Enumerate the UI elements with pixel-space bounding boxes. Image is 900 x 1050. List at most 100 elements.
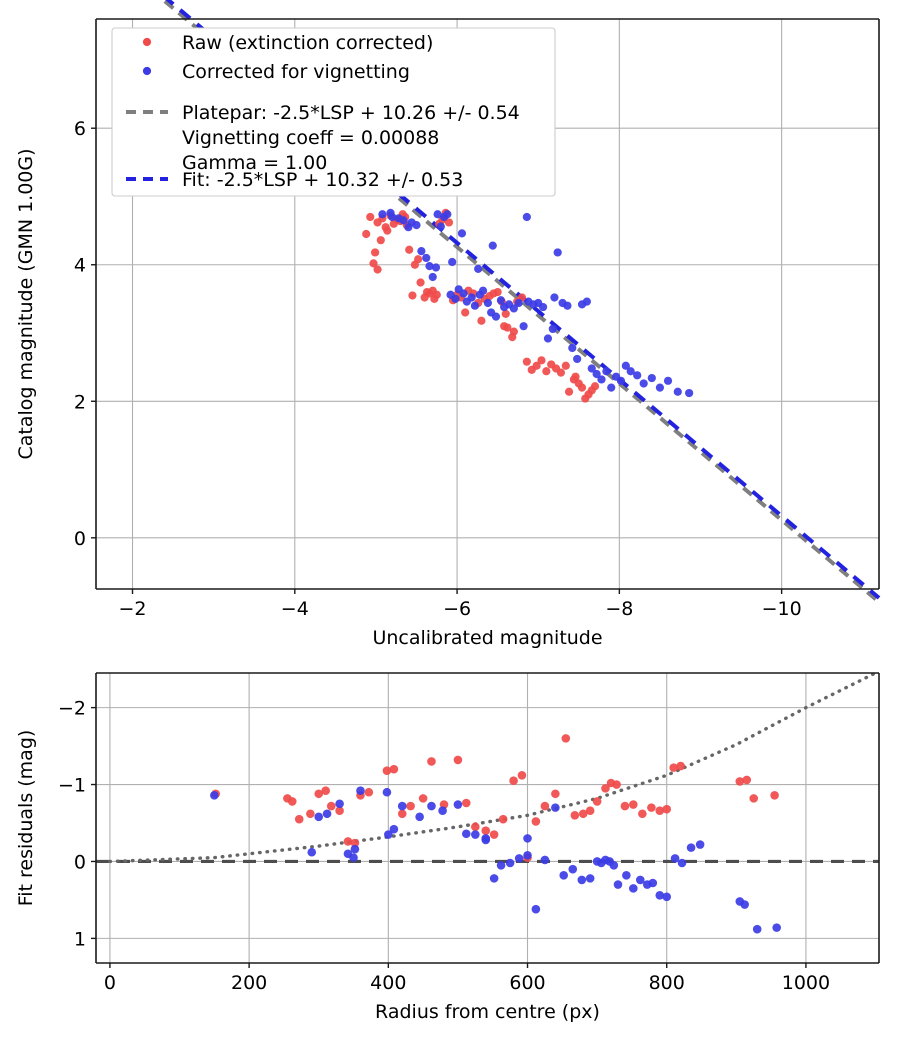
tick-label-x: −4 [281, 598, 309, 620]
data-point [612, 780, 621, 789]
data-point [461, 829, 471, 839]
data-point [431, 263, 441, 272]
data-point [406, 801, 415, 811]
axis-ticks: −2 −4 −6 −8 −10 0 2 4 6 [74, 118, 802, 620]
data-point [321, 786, 330, 795]
tick-label-x: 0 [104, 972, 116, 994]
data-point [543, 334, 553, 343]
data-point [629, 800, 638, 809]
data-point [416, 278, 425, 287]
data-point [531, 817, 541, 826]
data-point [453, 800, 463, 809]
data-point [314, 812, 324, 822]
data-point [382, 766, 392, 775]
data-point [422, 253, 431, 263]
tick-label-y: 0 [74, 528, 86, 550]
y-axis-label: Fit residuals (mag) [15, 730, 37, 907]
legend-label: Platepar: -2.5*LSP + 10.26 +/- 0.54 [182, 102, 520, 124]
data-point [514, 298, 523, 308]
data-point [585, 874, 595, 883]
data-point [471, 822, 480, 832]
data-point [561, 734, 571, 743]
data-point [386, 208, 395, 217]
data-point [366, 212, 375, 222]
data-point [582, 297, 591, 306]
data-point [488, 241, 497, 250]
data-point [428, 272, 437, 282]
data-point [474, 264, 483, 273]
data-point [501, 309, 510, 318]
legend-label: Vignetting coeff = 0.00088 [182, 127, 439, 149]
data-point [306, 809, 315, 819]
data-point [350, 838, 360, 848]
data-point [629, 884, 638, 893]
residual-series-raw [211, 734, 779, 862]
data-point [444, 218, 454, 227]
data-point [335, 799, 344, 809]
data-point [489, 874, 499, 883]
data-point [438, 806, 447, 815]
data-point [453, 755, 463, 765]
data-point [522, 212, 531, 222]
data-point [412, 221, 421, 230]
data-point [314, 789, 324, 799]
data-point [662, 804, 672, 814]
data-point [371, 248, 380, 257]
data-point [517, 771, 527, 780]
tick-label-y: 0 [74, 851, 86, 873]
data-point [616, 376, 626, 385]
residual-series-corrected [210, 786, 781, 934]
data-point [418, 794, 428, 803]
tick-label-x: −10 [762, 598, 802, 620]
data-point [335, 806, 344, 815]
data-point [432, 290, 441, 299]
legend-label: Raw (extinction corrected) [182, 32, 433, 54]
legend: Raw (extinction corrected) Corrected for … [111, 27, 556, 197]
data-point [498, 814, 508, 824]
data-point [350, 844, 360, 854]
tick-label-x: 200 [231, 972, 267, 994]
data-point [461, 798, 471, 808]
data-point [587, 364, 596, 373]
data-point [601, 784, 610, 793]
data-point [677, 858, 687, 868]
data-point [376, 236, 385, 245]
tick-label-x: 600 [509, 972, 545, 994]
data-point [568, 864, 578, 874]
data-point [415, 812, 424, 822]
data-point [461, 308, 470, 317]
data-point [509, 776, 518, 785]
legend-marker-dot [142, 37, 152, 47]
data-point [459, 289, 468, 298]
y-axis-label: Catalog magnitude (GMN 1.00G) [15, 148, 37, 459]
data-point [322, 809, 332, 819]
data-point [307, 847, 317, 857]
data-point [570, 811, 580, 820]
tick-label-x: 400 [370, 972, 406, 994]
data-point [685, 388, 694, 398]
data-point [448, 257, 457, 267]
data-point [564, 387, 574, 396]
data-point [389, 764, 399, 774]
fit-line-fit [165, 0, 881, 600]
data-point [414, 255, 423, 264]
data-point [478, 286, 488, 295]
data-point [470, 301, 480, 310]
data-point [663, 376, 673, 385]
data-point [425, 262, 434, 271]
data-point [496, 296, 505, 305]
data-point [551, 789, 560, 799]
data-point [382, 787, 392, 797]
data-point [408, 291, 417, 300]
data-point [742, 775, 752, 785]
data-point [349, 853, 358, 862]
data-point [210, 791, 219, 800]
legend-label: Gamma = 1.00 [182, 152, 327, 174]
data-point [500, 322, 509, 331]
data-point [550, 293, 559, 302]
data-point [695, 840, 705, 849]
data-point [519, 322, 528, 331]
data-point [749, 794, 759, 803]
data-point [523, 851, 532, 860]
